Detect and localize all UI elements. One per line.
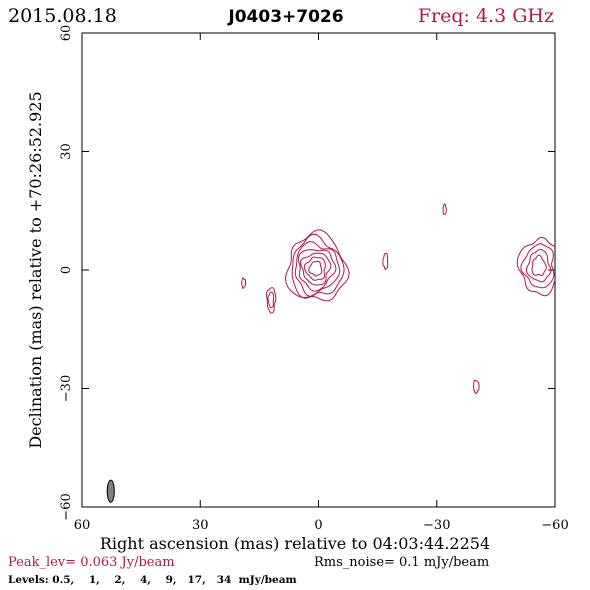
contour-jet-edge-level-0 — [516, 236, 555, 297]
x-tick-labels: 60 30 0 −30 −60 — [74, 518, 569, 533]
contour-group-knot-west-2 — [442, 203, 447, 215]
y-axis-label: Declination (mas) relative to +70:26:52.… — [26, 91, 45, 448]
contour-group-knot-west-1 — [382, 252, 389, 271]
contour-group-knot-east-1 — [241, 277, 247, 290]
beam-ellipse — [106, 479, 115, 503]
observation-date: 2015.08.18 — [8, 5, 117, 27]
y-tick-label-1: 30 — [59, 143, 74, 160]
x-axis-label: Right ascension (mas) relative to 04:03:… — [100, 534, 490, 553]
x-tick-label-3: −30 — [423, 518, 450, 533]
source-name: J0403+7026 — [227, 7, 343, 27]
contour-jet-edge-level-1 — [520, 243, 555, 289]
contour-core-level-5 — [303, 256, 326, 281]
contour-jet-edge-level-2 — [525, 248, 552, 283]
x-tick-label-2: 0 — [314, 518, 322, 533]
x-tick-label-1: 30 — [192, 518, 209, 533]
y-tick-label-3: −30 — [59, 375, 74, 402]
frequency-label: Freq: 4.3 GHz — [418, 5, 554, 27]
contour-group-knot-west-3 — [473, 379, 480, 395]
contour-knot-west-3-level-0 — [473, 379, 480, 395]
axis-ticks — [81, 32, 556, 508]
plot-frame — [81, 32, 556, 508]
contour-knot-west-1-level-0 — [382, 252, 389, 271]
contour-knot-east-2-level-0 — [265, 287, 277, 314]
contour-levels: Levels: 0.5, 1, 2, 4, 9, 17, 34 mJy/beam — [8, 574, 297, 586]
contour-core-level-6 — [308, 260, 323, 277]
peak-level: Peak_lev= 0.063 Jy/beam — [8, 555, 175, 570]
contour-layer — [106, 203, 555, 503]
contour-core-level-3 — [297, 249, 337, 292]
y-tick-label-2: 0 — [59, 266, 74, 274]
contour-group-core — [284, 229, 350, 302]
contour-jet-edge-level-3 — [531, 254, 547, 277]
contour-core-level-2 — [294, 240, 341, 297]
contour-knot-west-2-level-0 — [442, 203, 447, 215]
y-tick-labels: 60 30 0 −30 −60 — [59, 25, 74, 521]
contour-group-knot-east-2 — [265, 287, 277, 314]
y-tick-label-4: −60 — [59, 493, 74, 520]
contour-core-level-0 — [284, 229, 350, 302]
contour-group-jet-edge — [516, 236, 555, 297]
rms-noise: Rms_noise= 0.1 mJy/beam — [314, 555, 489, 570]
x-tick-label-4: −60 — [541, 518, 568, 533]
contour-core-level-4 — [299, 252, 332, 286]
contour-knot-east-2-level-1 — [267, 291, 275, 309]
y-tick-label-0: 60 — [59, 25, 74, 42]
contour-knot-east-1-level-0 — [241, 277, 247, 290]
x-tick-label-0: 60 — [74, 518, 91, 533]
contour-core-level-1 — [291, 233, 345, 299]
